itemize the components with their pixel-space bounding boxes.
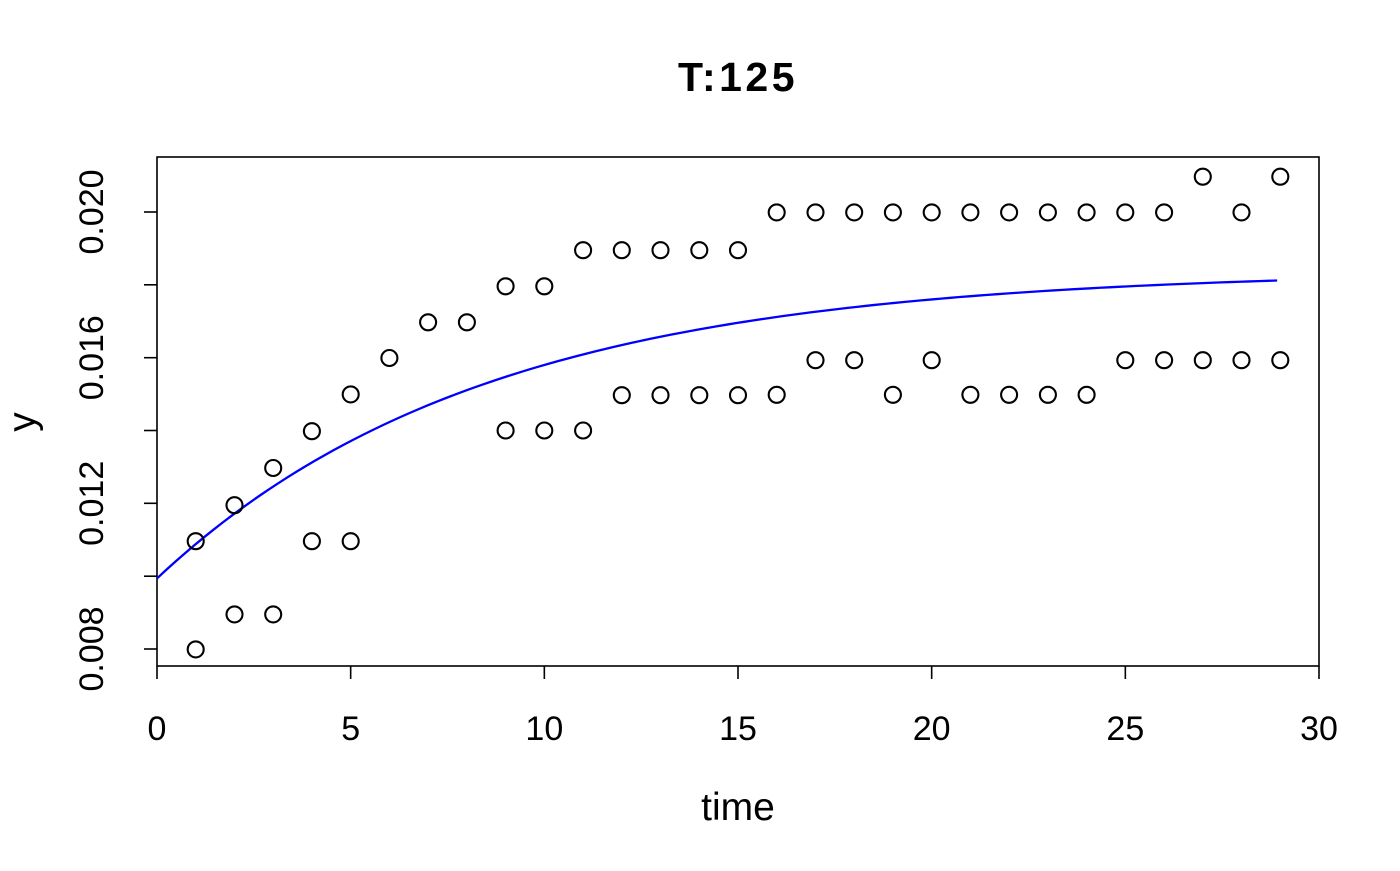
svg-text:25: 25 (1106, 710, 1144, 748)
svg-text:5: 5 (341, 710, 360, 748)
svg-text:y: y (1, 412, 44, 432)
svg-text:20: 20 (913, 710, 951, 748)
svg-text:0.012: 0.012 (73, 461, 111, 546)
svg-text:30: 30 (1300, 710, 1338, 748)
svg-text:15: 15 (719, 710, 757, 748)
svg-text:0.020: 0.020 (73, 169, 111, 254)
svg-text:time: time (701, 786, 775, 829)
svg-text:T:125: T:125 (678, 54, 798, 100)
svg-text:0.008: 0.008 (73, 606, 111, 691)
svg-text:10: 10 (525, 710, 563, 748)
svg-text:0: 0 (148, 710, 167, 748)
svg-text:0.016: 0.016 (73, 315, 111, 400)
